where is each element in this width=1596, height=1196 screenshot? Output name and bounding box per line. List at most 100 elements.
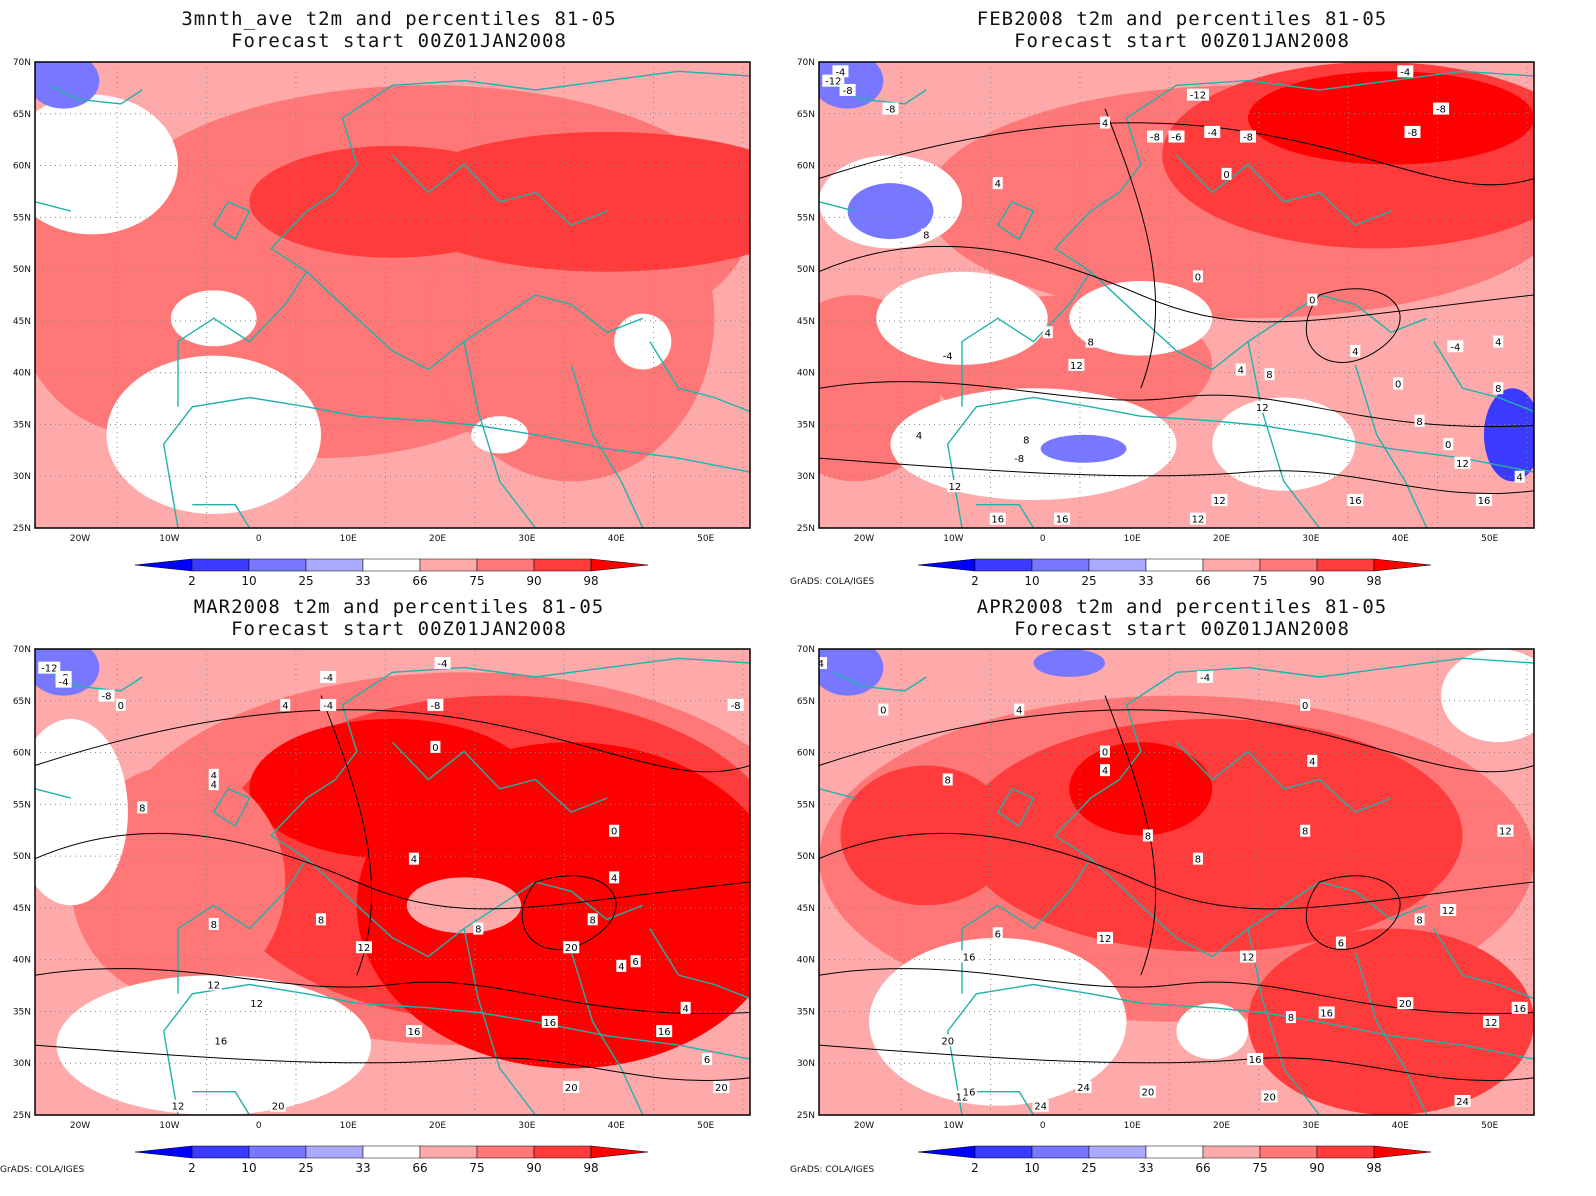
shaded-region [1483, 388, 1534, 482]
contour-label-bg [1514, 470, 1525, 483]
contour-label: 4 [211, 780, 217, 791]
lon-label: 20E [429, 1121, 446, 1131]
lat-label: 40N [13, 956, 31, 966]
temperature-contour [35, 968, 750, 1015]
contour-label-bg [1240, 950, 1256, 963]
lon-label: 50E [1481, 1121, 1498, 1131]
colorbar-label: 33 [355, 574, 370, 588]
contour-label-bg [822, 74, 845, 87]
contour-label-bg [921, 228, 932, 241]
lon-label: 40E [1392, 534, 1409, 544]
coastline [1433, 928, 1534, 1000]
contour-label: -4 [835, 67, 845, 78]
lat-label: 40N [13, 369, 31, 379]
contour-label-bg [1142, 829, 1153, 842]
map-p1: 70N 65N 60N 55N 50N 45N 40N 35N 30N 25N 20W 10W 0 10E… [13, 58, 751, 544]
contour-label: 16 [963, 1088, 976, 1099]
contour-label: 12 [1485, 1018, 1498, 1029]
coastline [306, 271, 644, 371]
colorbar-segment [1316, 558, 1375, 572]
contour-label: 12 [1070, 361, 1083, 372]
colorbar-label: 33 [1138, 1161, 1153, 1175]
map-panel-apr: APR2008 t2m and percentiles 81-05 Foreca… [783, 588, 1581, 1186]
contour-label-bg [563, 941, 580, 954]
lat-label: 45N [797, 904, 815, 914]
shaded-region [35, 94, 178, 235]
coastline [212, 200, 251, 241]
contour-label: 8 [1495, 384, 1501, 395]
lon-label: 20W [70, 1121, 90, 1131]
contour-label-bg [1254, 400, 1271, 413]
colorbar-label: 2 [188, 574, 196, 588]
shaded-region [1248, 71, 1534, 165]
contour-label-bg [616, 959, 627, 972]
contour-label: 0 [1302, 701, 1308, 712]
contour-label: 20 [565, 943, 578, 954]
contour-label: 12 [1099, 934, 1112, 945]
contour-label: -4 [814, 659, 824, 670]
contour-label: 12 [1499, 827, 1512, 838]
lon-label: 30E [1302, 1121, 1319, 1131]
contour-label-bg [1211, 494, 1228, 507]
lat-label: 45N [797, 317, 815, 327]
grads-credit-mar: GrADS: COLA/IGES [0, 1165, 85, 1175]
contour-label-bg [1397, 65, 1414, 78]
coastline [946, 983, 1534, 1115]
contour-label-bg [1307, 293, 1318, 306]
contour-label-bg [1014, 703, 1025, 716]
contour-label: 24 [1077, 1083, 1090, 1094]
lat-label: 25N [797, 524, 815, 534]
colorbar-segment [1088, 558, 1147, 572]
colorbar-label: 66 [1195, 574, 1210, 588]
contour-label-bg [1240, 130, 1256, 143]
contour-label: 16 [1349, 496, 1362, 507]
shaded-region [840, 765, 1013, 906]
coastline [48, 84, 143, 105]
lat-label: 55N [797, 800, 815, 810]
temperature-contour [819, 832, 1534, 910]
colorbar-label: 90 [526, 1161, 541, 1175]
colorbar-label: 90 [1309, 574, 1324, 588]
coastline [391, 154, 608, 226]
contour-label: 6 [995, 929, 1001, 940]
temperature-contour [819, 457, 1534, 495]
contour-label: 16 [991, 515, 1004, 526]
contour-label-bg [1493, 382, 1504, 395]
lat-label: 40N [797, 369, 815, 379]
colorbar-segment [191, 1145, 250, 1159]
contour-label: 16 [1056, 515, 1069, 526]
coastline [1175, 741, 1392, 813]
contour-label: 12 [1192, 515, 1205, 526]
contour-label: 16 [1320, 1008, 1333, 1019]
coastline [570, 364, 644, 528]
temperature-contour [819, 122, 1534, 186]
contour-label: 8 [211, 920, 217, 931]
colorbar-segment [1145, 558, 1204, 572]
contour-label-bg [355, 941, 372, 954]
colorbar-label: 2 [971, 574, 979, 588]
coastline [961, 191, 1120, 407]
contour-label: -4 [438, 659, 448, 670]
contour-label-bg [1493, 335, 1504, 348]
temperature-contour [320, 695, 373, 976]
contour-label: -4 [1200, 673, 1210, 684]
lat-label: 70N [13, 58, 31, 68]
contour-label: 0 [1445, 440, 1451, 451]
lon-label: 20W [854, 534, 874, 544]
contour-label: 12 [358, 943, 371, 954]
contour-label-bg [656, 1025, 673, 1038]
coastline [570, 951, 644, 1115]
lon-label: 30E [1302, 534, 1319, 544]
contour-label: -8 [886, 105, 896, 116]
coastline [996, 787, 1035, 828]
contour-label: 0 [432, 743, 438, 754]
contour-label: 16 [1249, 1055, 1262, 1066]
contour-label-bg [1440, 903, 1457, 916]
colorbar-label: 2 [971, 1161, 979, 1175]
shaded-region [890, 388, 1177, 501]
temperature-contour [819, 709, 1534, 773]
coastline [35, 201, 71, 212]
contour-label-bg [208, 917, 219, 930]
contour-label: 8 [923, 230, 929, 241]
lon-label: 40E [608, 1121, 625, 1131]
